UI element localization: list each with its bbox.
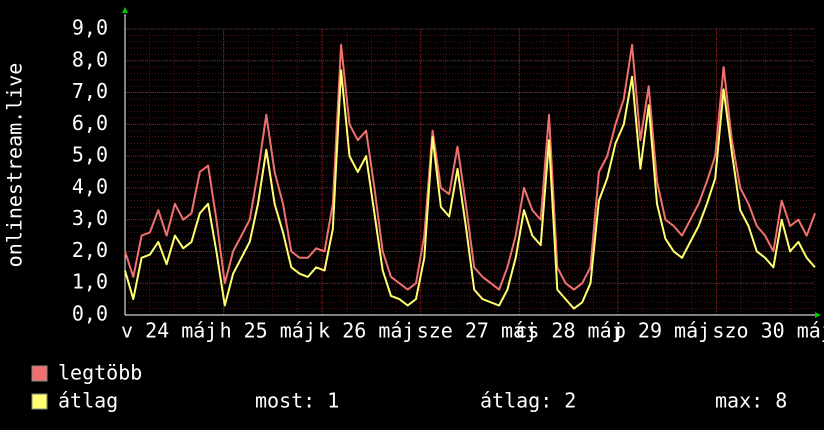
y-axis-label: onlinestream.live bbox=[3, 63, 27, 268]
legend-label: legtöbb bbox=[58, 361, 142, 385]
stat-label: átlag: 2 bbox=[480, 389, 576, 413]
stat-label: max: 8 bbox=[715, 389, 787, 413]
x-tick-label: p 29 máj bbox=[614, 319, 710, 343]
x-tick-label: v 24 máj bbox=[121, 319, 217, 343]
y-tick-label: 6,0 bbox=[72, 111, 108, 135]
y-tick-label: 2,0 bbox=[72, 238, 108, 262]
stat-label: most: 1 bbox=[255, 389, 339, 413]
y-tick-label: 4,0 bbox=[72, 174, 108, 198]
x-tick-label: szo 30 máj bbox=[712, 319, 824, 343]
x-tick-label: sze 27 máj bbox=[417, 319, 537, 343]
series-line bbox=[124, 43, 816, 291]
legend-swatch bbox=[31, 393, 48, 410]
y-tick-label: 1,0 bbox=[72, 270, 108, 294]
y-tick-label: 7,0 bbox=[72, 79, 108, 103]
legend-label: átlag bbox=[58, 389, 118, 413]
y-tick-label: 9,0 bbox=[72, 16, 108, 40]
x-tick-label: k 26 máj bbox=[318, 319, 414, 343]
y-tick-label: 0,0 bbox=[72, 302, 108, 326]
legend-swatch bbox=[31, 365, 48, 382]
y-tick-label: 3,0 bbox=[72, 206, 108, 230]
x-tick-label: h 25 máj bbox=[220, 319, 316, 343]
arrow bbox=[815, 312, 821, 318]
y-tick-label: 5,0 bbox=[72, 143, 108, 167]
y-tick-label: 8,0 bbox=[72, 47, 108, 71]
series-line bbox=[124, 69, 816, 310]
x-tick-label: cs 28 máj bbox=[515, 319, 623, 343]
arrow bbox=[122, 7, 128, 13]
